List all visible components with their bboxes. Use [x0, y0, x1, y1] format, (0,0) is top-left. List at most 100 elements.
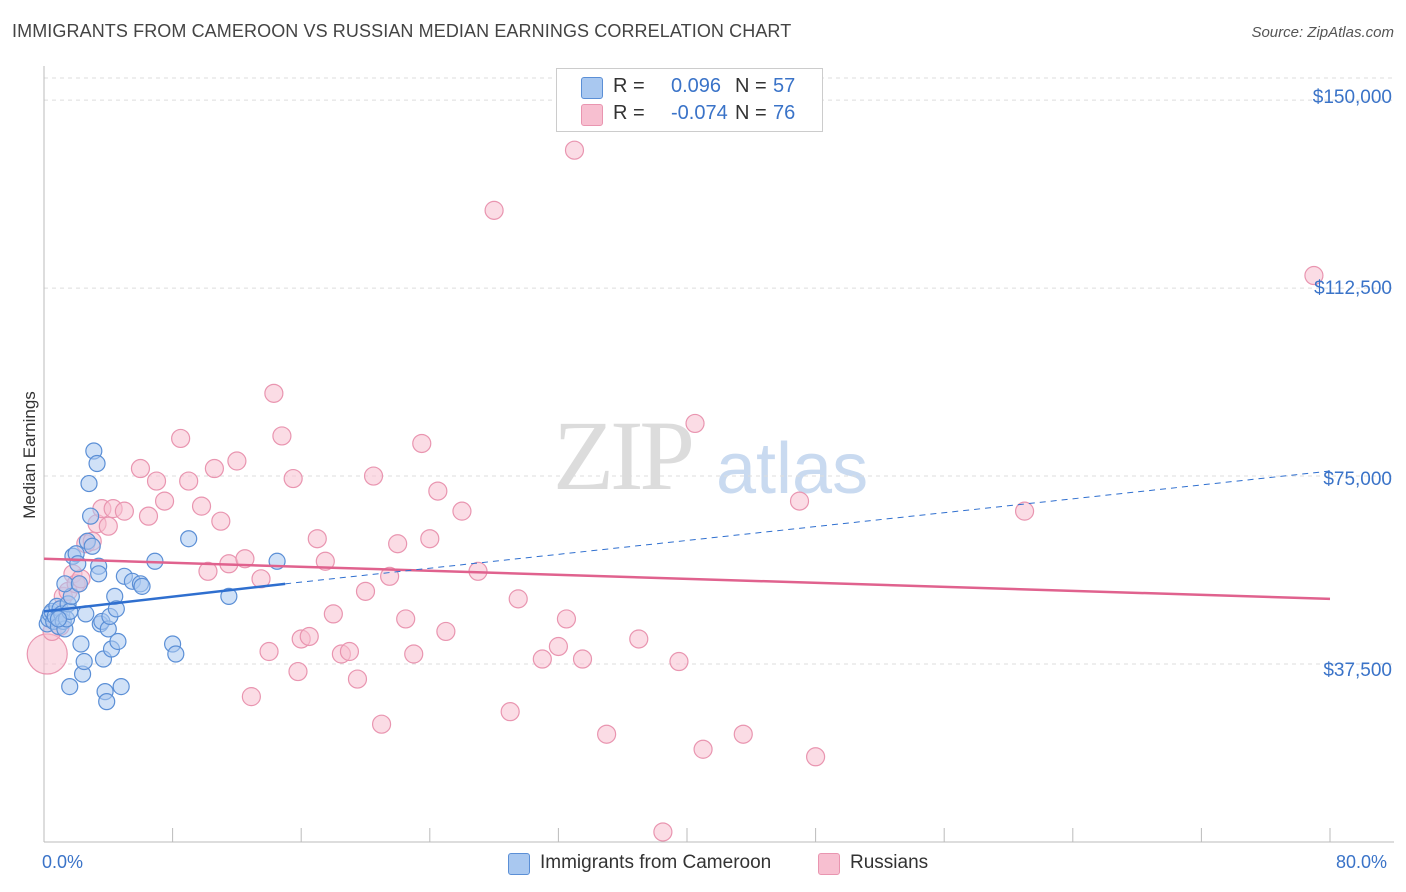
legend-swatch-russians [581, 104, 603, 126]
point-russians [388, 534, 408, 554]
point-russians [484, 200, 504, 220]
bottom-legend-swatch-russians [818, 853, 840, 875]
point-russians [1014, 501, 1035, 521]
point-russians [307, 529, 327, 549]
point-russians [98, 516, 118, 536]
legend-n-value: 57 [773, 75, 796, 97]
point-russians [114, 501, 134, 521]
y-tick-label-37500: $37,500 [1323, 660, 1392, 681]
y-axis-label: Median Earnings [20, 391, 39, 519]
correlation-legend: R = 0.096 N = 57 R = -0.074 N = 76 [556, 68, 823, 132]
point-russians [315, 551, 335, 571]
point-cameroon [61, 677, 79, 696]
point-russians [198, 561, 218, 581]
point-cameroon [98, 693, 116, 711]
point-russians [733, 724, 753, 744]
point-cameroon [80, 474, 98, 493]
point-russians [179, 471, 199, 491]
x-tick-label-min: 0.0% [42, 852, 84, 872]
point-russians [789, 491, 810, 511]
point-russians [235, 549, 255, 569]
point-russians [288, 661, 308, 682]
point-russians [259, 641, 279, 662]
y-tick-label-112500: $112,500 [1314, 278, 1392, 299]
point-russians [556, 609, 577, 629]
point-russians [685, 413, 705, 434]
bottom-legend-label-cameroon: Immigrants from Cameroon [540, 852, 772, 873]
x-tick-label-max: 80.0% [1336, 852, 1388, 872]
point-cameroon [107, 600, 125, 618]
point-russians [227, 451, 247, 471]
point-russians [564, 140, 585, 160]
point-cameroon [167, 645, 185, 663]
point-russians [154, 491, 175, 511]
point-russians [191, 496, 212, 516]
point-russians [412, 433, 432, 454]
point-russians [452, 501, 472, 521]
legend-r-label: R = [613, 102, 645, 124]
point-russians [597, 724, 617, 744]
point-russians [26, 633, 68, 675]
point-russians [283, 468, 303, 489]
point-russians [146, 471, 167, 491]
legend-r-label: R = [613, 75, 645, 97]
bottom-legend-swatch-cameroon [508, 853, 530, 875]
point-russians [171, 428, 191, 449]
point-cameroon [88, 454, 106, 473]
legend-row-cameroon: R = 0.096 N = 57 [581, 75, 811, 99]
point-russians [323, 604, 343, 624]
point-russians [371, 714, 392, 734]
point-cameroon [83, 537, 101, 555]
point-russians [404, 644, 424, 664]
point-cameroon [69, 555, 87, 573]
source-label: Source: ZipAtlas.com [1251, 24, 1394, 41]
point-cameroon [180, 530, 198, 548]
point-russians [138, 506, 159, 526]
point-russians [629, 629, 649, 649]
point-russians [508, 589, 528, 609]
point-russians [241, 687, 261, 707]
point-russians [436, 621, 456, 642]
point-russians [264, 383, 284, 403]
legend-r-value: -0.074 [671, 102, 728, 124]
point-cameroon [90, 565, 108, 583]
point-cameroon [49, 610, 68, 628]
point-russians [420, 529, 440, 549]
point-russians [339, 641, 360, 662]
point-russians [272, 426, 292, 446]
chart-title: IMMIGRANTS FROM CAMEROON VS RUSSIAN MEDI… [12, 21, 792, 41]
legend-r-value: 0.096 [671, 75, 722, 97]
point-russians [130, 458, 151, 479]
point-russians [396, 609, 416, 629]
point-cameroon [112, 677, 130, 696]
point-russians [299, 626, 319, 647]
legend-n-value: 76 [773, 102, 796, 124]
trend-line-russians [43, 557, 1331, 601]
point-russians [693, 739, 713, 759]
point-russians [428, 481, 448, 501]
point-russians [1304, 265, 1324, 286]
point-russians [572, 649, 593, 669]
point-cameroon [70, 575, 88, 593]
point-russians [380, 566, 400, 586]
point-cameroon [109, 632, 127, 651]
legend-n-label: N = [735, 75, 767, 97]
point-cameroon [56, 575, 74, 593]
point-cameroon [220, 587, 238, 605]
y-tick-label-150000: $150,000 [1312, 87, 1392, 108]
legend-row-russians: R = -0.074 N = 76 [581, 102, 811, 126]
point-russians [355, 581, 376, 601]
point-russians [204, 458, 224, 479]
point-cameroon [72, 635, 90, 653]
legend-swatch-cameroon [581, 77, 603, 99]
point-cameroon [82, 507, 100, 525]
point-russians [669, 651, 689, 672]
legend-n-label: N = [735, 102, 767, 124]
point-russians [805, 747, 826, 767]
point-russians [500, 702, 520, 722]
point-russians [363, 466, 384, 486]
point-russians [653, 822, 673, 842]
point-cameroon [75, 652, 93, 671]
point-russians [347, 669, 368, 689]
